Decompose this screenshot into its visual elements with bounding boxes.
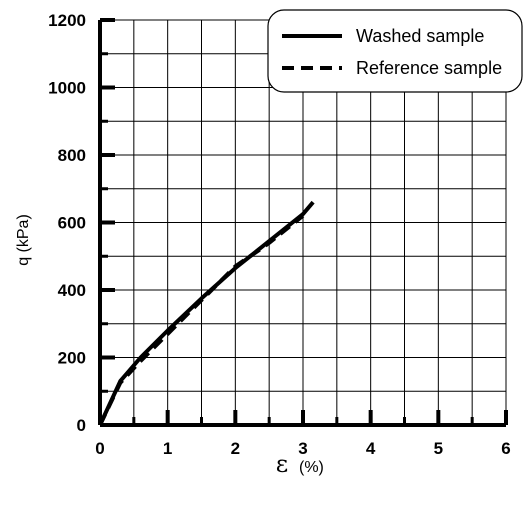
legend-box	[267, 9, 523, 93]
x-tick-label: 5	[434, 439, 443, 458]
tick-marks	[100, 18, 508, 425]
tick-labels: 0 1 2 3 4 5 6 0 200 400 600 800 1000 1200	[48, 11, 511, 458]
y-tick-label: 400	[58, 281, 86, 300]
x-tick-label: 0	[95, 439, 104, 458]
legend-label-reference-sample: Reference sample	[356, 58, 502, 78]
y-tick-label: 200	[58, 349, 86, 368]
series-lines	[98, 200, 315, 426]
x-axis-title-unit: (%)	[299, 459, 324, 476]
x-axis-title: ε (%)	[276, 450, 324, 478]
y-tick-label: 0	[77, 416, 86, 435]
x-tick-label: 4	[366, 439, 376, 458]
x-tick-label: 2	[231, 439, 240, 458]
legend-label-washed-sample: Washed sample	[356, 26, 484, 46]
y-tick-label: 1200	[48, 11, 86, 30]
y-tick-label: 1000	[48, 79, 86, 98]
x-axis-title-symbol: ε	[276, 450, 288, 478]
x-tick-label: 1	[163, 439, 172, 458]
y-axis-title: q (kPa)	[15, 214, 32, 266]
x-tick-label: 3	[298, 439, 307, 458]
y-tick-label: 600	[58, 214, 86, 233]
legend: Washed sample Reference sample	[267, 9, 523, 93]
series-line-reference-sample	[98, 214, 305, 426]
x-tick-label: 6	[501, 439, 510, 458]
y-tick-label: 800	[58, 146, 86, 165]
